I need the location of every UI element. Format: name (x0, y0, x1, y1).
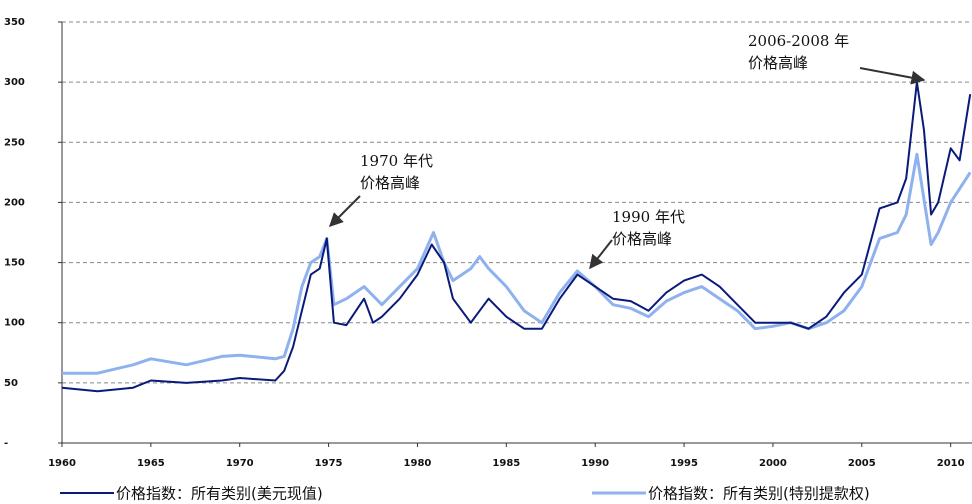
y-tick-label: 300 (4, 77, 25, 88)
x-tick-label: 2005 (848, 458, 876, 469)
x-tick-label: 1995 (670, 458, 698, 469)
y-tick-label: 350 (4, 17, 25, 28)
x-tick-label: 1975 (315, 458, 343, 469)
x-tick-label: 1980 (404, 458, 432, 469)
x-tick-label: 1970 (226, 458, 254, 469)
annotation-arrow (859, 67, 926, 85)
legend-label: 价格指数：所有类别(特别提款权) (648, 485, 870, 503)
annotation-arrow (329, 195, 361, 227)
annotation-arrow (589, 239, 613, 270)
x-tick-label: 1990 (581, 458, 609, 469)
annotation-text: 价格高峰 (360, 174, 420, 192)
y-tick-label: 50 (4, 378, 18, 389)
y-tick-label: 100 (4, 318, 25, 329)
annotation-text: 价格高峰 (612, 230, 672, 248)
y-tick-label: 250 (4, 137, 25, 148)
x-tick-label: 1965 (137, 458, 165, 469)
x-tick-label: 2010 (937, 458, 965, 469)
series-line (61, 81, 972, 393)
y-tick-label: - (4, 438, 8, 449)
annotation-text: 1990 年代 (612, 208, 685, 226)
x-tick-label: 1985 (492, 458, 520, 469)
legend-label: 价格指数：所有类别(美元现值) (116, 485, 323, 503)
x-tick-label: 1960 (48, 458, 76, 469)
x-tick-label: 2000 (759, 458, 787, 469)
y-tick-label: 200 (4, 197, 25, 208)
series-line (62, 152, 972, 375)
annotation-text: 1970 年代 (360, 152, 433, 170)
annotation-text: 2006-2008 年 (748, 32, 849, 50)
annotation-text: 价格高峰 (748, 54, 808, 72)
y-tick-label: 150 (4, 258, 25, 269)
